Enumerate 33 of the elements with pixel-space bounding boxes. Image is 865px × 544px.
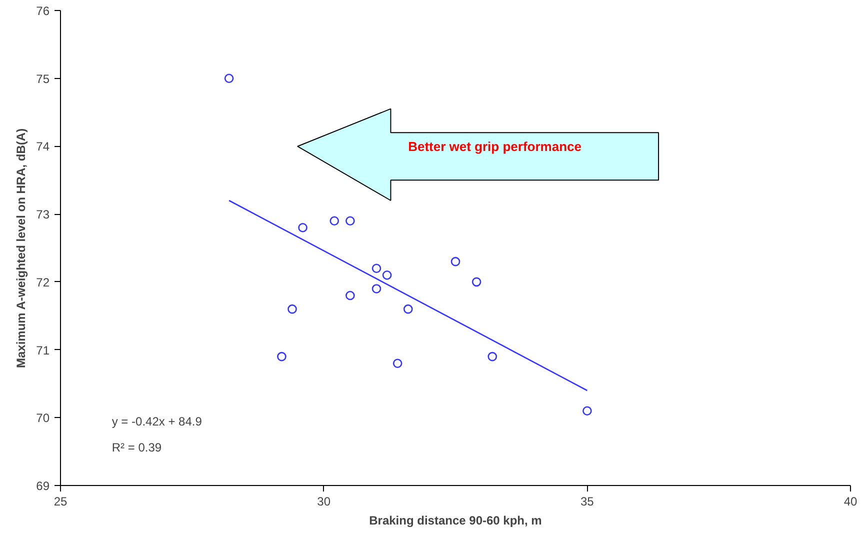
y-tick-label: 71 xyxy=(36,343,50,358)
point xyxy=(372,264,382,273)
x-tick-label: 35 xyxy=(580,494,594,508)
point xyxy=(392,358,402,368)
y-tick-label: 76 xyxy=(36,4,50,18)
point xyxy=(330,216,340,226)
point xyxy=(582,406,592,416)
x-tick-label: 25 xyxy=(54,494,68,508)
point xyxy=(224,74,234,83)
point xyxy=(488,352,498,362)
point xyxy=(472,277,482,287)
point xyxy=(277,352,286,362)
annotation: Better wet grip performance xyxy=(408,138,582,154)
point xyxy=(288,304,297,314)
x-tick-label: 40 xyxy=(844,494,858,508)
annotation: y = -0.42x + 84.9 xyxy=(112,414,202,428)
point xyxy=(372,284,382,294)
point xyxy=(382,270,392,280)
y-tick-label: 75 xyxy=(36,72,50,86)
point xyxy=(346,290,355,300)
point xyxy=(346,216,355,226)
y-tick-label: 72 xyxy=(36,275,50,290)
x-tick-label: 30 xyxy=(317,494,331,508)
annotation: R² = 0.39 xyxy=(112,440,162,454)
y-tick-label: 73 xyxy=(36,208,50,222)
y-tick-label: 74 xyxy=(36,140,50,154)
x-axis-title: Braking distance 90-60 kph, m xyxy=(369,514,542,528)
y-axis-title: Maximum A-weighted level on HRA, dB(A) xyxy=(14,128,28,368)
y-tick-label: 69 xyxy=(36,479,50,493)
point xyxy=(403,304,413,314)
point xyxy=(298,223,308,232)
y-tick-label: 70 xyxy=(36,411,50,426)
point xyxy=(450,256,460,266)
